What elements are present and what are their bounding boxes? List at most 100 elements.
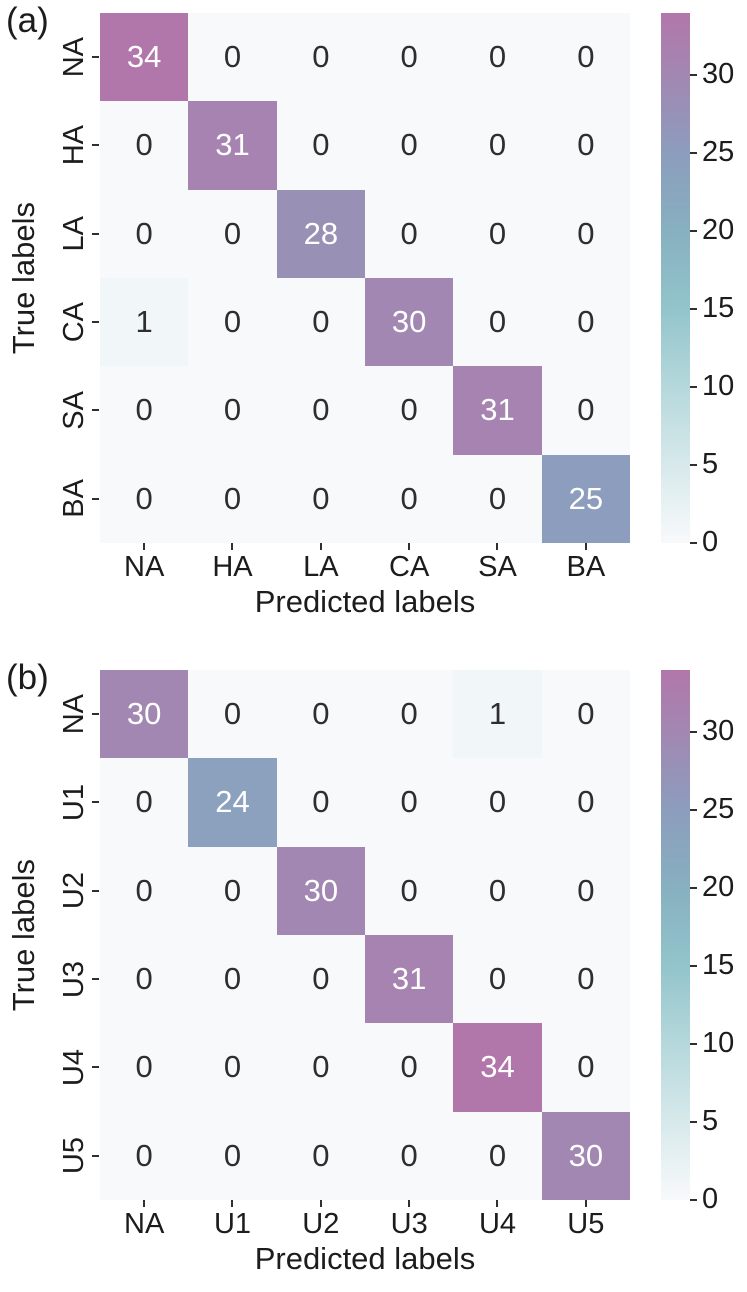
- heatmap-cell: 0: [100, 1111, 189, 1200]
- heatmap-cell: 0: [365, 454, 454, 543]
- heatmap-cell: 0: [100, 758, 189, 847]
- x-tick: U5: [542, 1200, 630, 1246]
- y-tick-label: NA: [57, 37, 90, 78]
- heatmap-cell: 0: [453, 189, 542, 278]
- x-axis-title: Predicted labels: [254, 584, 476, 619]
- x-tick-label: U3: [390, 1208, 428, 1240]
- heatmap-cell: 0: [453, 13, 542, 102]
- y-axis-title-text: True labels: [6, 201, 41, 355]
- heatmap-cell: 31: [453, 366, 542, 455]
- y-tick: NA: [48, 13, 100, 101]
- heatmap-cell: 30: [276, 846, 365, 935]
- tick-mark: [319, 1200, 322, 1207]
- y-tick-label: LA: [57, 216, 90, 252]
- heatmap-cell: 0: [188, 454, 277, 543]
- tick-mark: [92, 409, 99, 412]
- heatmap-cell: 1: [453, 670, 542, 759]
- x-tick-label: BA: [566, 551, 606, 583]
- heatmap-cell: 0: [100, 101, 189, 190]
- y-tick: CA: [48, 278, 100, 366]
- y-tick-label: U5: [57, 1137, 90, 1175]
- heatmap-cell: 0: [365, 1111, 454, 1200]
- tick-mark: [408, 543, 411, 550]
- colorbar-tick-label: 20: [702, 214, 735, 247]
- heatmap-cell: 0: [541, 846, 630, 935]
- heatmap-cell: 0: [365, 13, 454, 102]
- colorbar-tick-label: 10: [702, 370, 735, 403]
- x-tick-label: U5: [567, 1208, 605, 1240]
- heatmap-cell: 28: [276, 189, 365, 278]
- confusion-matrix-panel-a: (a) True labels NA HA LA CA SA BA 34 0 0 0 0 0 0 31 0…: [0, 0, 747, 637]
- heatmap-cell: 31: [188, 101, 277, 190]
- y-tick: U3: [48, 935, 100, 1023]
- y-tick-labels: NA HA LA CA SA BA: [48, 13, 100, 543]
- heatmap-cell: 0: [276, 1111, 365, 1200]
- heatmap-cell: 0: [276, 670, 365, 759]
- heatmap-cell: 0: [365, 758, 454, 847]
- heatmap-cell: 0: [188, 366, 277, 455]
- x-tick: CA: [365, 543, 453, 589]
- y-tick: BA: [48, 455, 100, 543]
- y-tick: U5: [48, 1112, 100, 1200]
- colorbar-tick-label: 20: [702, 871, 735, 904]
- colorbar-tick-mark: [690, 74, 697, 77]
- heatmap-grid: 34 0 0 0 0 0 0 31 0 0 0 0 0 0 28 0 0 0 1 0 0 30 0 0 0 0 0 0 31 0 0 0 0 0 0…: [100, 13, 630, 543]
- x-tick: NA: [100, 1200, 188, 1246]
- y-tick-labels: NA U1 U2 U3 U4 U5: [48, 670, 100, 1200]
- y-tick-label: NA: [57, 694, 90, 735]
- colorbar-tick-label: 30: [702, 715, 735, 748]
- colorbar-tick-label: 30: [702, 58, 735, 91]
- heatmap-cell: 30: [541, 1111, 630, 1200]
- colorbar-tick-label: 25: [702, 793, 735, 826]
- colorbar-tick-mark: [690, 1043, 697, 1046]
- heatmap-cell: 0: [100, 1023, 189, 1112]
- colorbar-tick-mark: [690, 308, 697, 311]
- heatmap-cell: 25: [541, 454, 630, 543]
- x-tick-label: HA: [212, 551, 253, 583]
- heatmap-cell: 0: [541, 189, 630, 278]
- y-tick: U4: [48, 1023, 100, 1111]
- heatmap-cell: 34: [453, 1023, 542, 1112]
- tick-mark: [92, 801, 99, 804]
- x-tick: U1: [188, 1200, 276, 1246]
- y-axis-title: True labels: [0, 13, 48, 543]
- heatmap-cell: 0: [453, 454, 542, 543]
- heatmap-cell: 0: [365, 670, 454, 759]
- panel-label-a: (a): [6, 1, 49, 40]
- tick-mark: [92, 497, 99, 500]
- heatmap-cell: 24: [188, 758, 277, 847]
- heatmap-cell: 0: [365, 846, 454, 935]
- y-tick-label: U2: [57, 872, 90, 910]
- colorbar-tick-mark: [690, 1121, 697, 1124]
- x-tick-label: U1: [213, 1208, 252, 1240]
- x-tick-label: NA: [124, 551, 165, 583]
- heatmap-cell: 0: [188, 1023, 277, 1112]
- heatmap-cell: 0: [276, 454, 365, 543]
- heatmap-cell: 0: [541, 366, 630, 455]
- tick-mark: [584, 1200, 587, 1207]
- heatmap-cell: 0: [188, 670, 277, 759]
- x-tick: HA: [188, 543, 276, 589]
- heatmap-cell: 0: [100, 189, 189, 278]
- panel-label-b: (b): [6, 658, 49, 697]
- heatmap-cell: 30: [365, 278, 454, 367]
- x-tick-labels: NA HA LA CA SA BA: [100, 543, 630, 589]
- x-tick: BA: [542, 543, 630, 589]
- x-tick: SA: [453, 543, 541, 589]
- heatmap-cell: 30: [100, 670, 189, 759]
- y-tick: SA: [48, 366, 100, 454]
- heatmap-cell: 0: [276, 278, 365, 367]
- colorbar-gradient: [661, 13, 690, 543]
- tick-mark: [231, 543, 234, 550]
- x-tick-label: U4: [478, 1208, 517, 1240]
- colorbar-tick-mark: [690, 731, 697, 734]
- tick-mark: [92, 713, 99, 716]
- x-tick: U2: [277, 1200, 365, 1246]
- heatmap-cell: 0: [276, 366, 365, 455]
- tick-mark: [92, 321, 99, 324]
- x-tick-label: NA: [124, 1208, 165, 1240]
- y-tick-label: CA: [57, 302, 90, 343]
- tick-mark: [92, 1154, 99, 1157]
- y-axis-title-text: True labels: [6, 858, 41, 1012]
- heatmap-cell: 0: [541, 758, 630, 847]
